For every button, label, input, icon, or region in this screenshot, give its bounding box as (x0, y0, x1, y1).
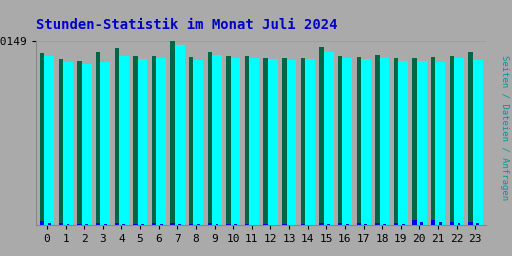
Bar (338, 223, 343, 225)
Bar (264, 58, 268, 225)
Bar (476, 223, 479, 225)
Bar (249, 58, 259, 225)
Bar (212, 55, 222, 225)
Bar (82, 64, 92, 225)
Bar (138, 59, 147, 225)
Bar (412, 220, 417, 225)
Bar (324, 52, 333, 225)
Bar (63, 62, 73, 225)
Bar (356, 223, 361, 225)
Bar (439, 222, 442, 225)
Bar (420, 222, 423, 225)
Bar (67, 224, 70, 225)
Bar (207, 222, 212, 225)
Bar (454, 58, 464, 225)
Bar (152, 56, 156, 225)
Bar (375, 223, 379, 225)
Bar (431, 220, 436, 225)
Bar (468, 222, 473, 225)
Bar (361, 59, 371, 225)
Bar (96, 222, 100, 225)
Bar (301, 58, 305, 225)
Bar (45, 56, 54, 225)
Bar (245, 224, 249, 225)
Bar (287, 60, 296, 225)
Bar (327, 224, 330, 225)
Bar (319, 47, 324, 225)
Bar (226, 56, 231, 225)
Bar (282, 224, 287, 225)
Bar (226, 224, 231, 225)
Bar (468, 52, 473, 225)
Bar (398, 61, 408, 225)
Text: Stunden-Statistik im Monat Juli 2024: Stunden-Statistik im Monat Juli 2024 (36, 18, 337, 32)
Bar (40, 221, 45, 225)
Bar (77, 224, 82, 225)
Bar (115, 222, 119, 225)
Bar (450, 222, 454, 225)
Bar (473, 60, 482, 225)
Bar (104, 224, 106, 225)
Bar (282, 58, 287, 225)
Bar (59, 59, 63, 225)
Bar (40, 53, 45, 225)
Bar (189, 224, 194, 225)
Bar (365, 224, 367, 225)
Bar (346, 224, 349, 225)
Bar (231, 58, 241, 225)
Bar (216, 224, 219, 225)
Bar (417, 61, 426, 225)
Bar (133, 56, 138, 225)
Bar (207, 52, 212, 225)
Bar (96, 52, 100, 225)
Bar (343, 58, 352, 225)
Bar (431, 57, 436, 225)
Bar (122, 224, 125, 225)
Bar (356, 57, 361, 225)
Bar (119, 56, 129, 225)
Bar (133, 224, 138, 225)
Text: Seiten / Dateien / Anfragen: Seiten / Dateien / Anfragen (500, 56, 509, 200)
Bar (394, 223, 398, 225)
Bar (59, 222, 63, 225)
Bar (175, 45, 185, 225)
Bar (450, 56, 454, 225)
Bar (394, 58, 398, 225)
Bar (375, 55, 379, 225)
Bar (436, 62, 445, 225)
Bar (338, 56, 343, 225)
Bar (402, 224, 404, 225)
Bar (170, 223, 175, 225)
Bar (48, 222, 51, 225)
Bar (194, 60, 203, 225)
Bar (379, 58, 390, 225)
Bar (170, 41, 175, 225)
Bar (245, 56, 249, 225)
Bar (152, 222, 156, 225)
Bar (412, 58, 417, 225)
Bar (189, 57, 194, 225)
Bar (458, 223, 460, 225)
Bar (156, 58, 166, 225)
Bar (100, 62, 110, 225)
Bar (264, 224, 268, 225)
Bar (178, 224, 181, 225)
Bar (301, 224, 305, 225)
Bar (383, 224, 386, 225)
Bar (77, 61, 82, 225)
Bar (319, 222, 324, 225)
Bar (305, 59, 315, 225)
Bar (115, 48, 119, 225)
Bar (268, 59, 278, 225)
Bar (160, 224, 162, 225)
